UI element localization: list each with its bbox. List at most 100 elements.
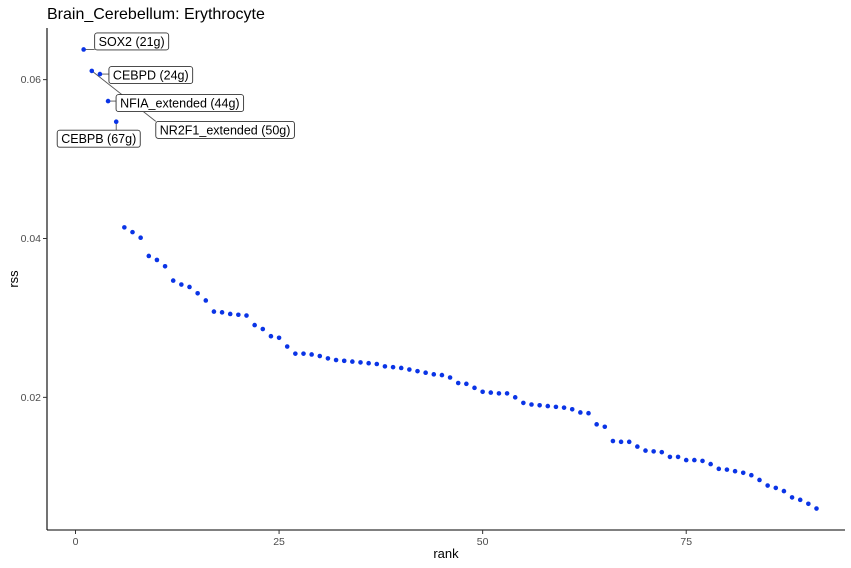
data-point [146,253,152,259]
x-axis-ticks: 0 25 50 75 [73,530,692,548]
annotation-text: CEBPB (67g) [61,132,136,146]
data-point [301,351,306,356]
data-point [480,389,485,395]
data-point [488,390,494,395]
data-point [740,470,746,476]
data-point [602,424,608,430]
annotation-label: SOX2 (21g) [94,32,170,51]
data-point [504,391,510,396]
data-point [284,344,290,349]
data-point [586,410,591,416]
data-point [749,472,754,478]
data-point [789,495,795,500]
data-point [545,403,551,409]
y-tick-label: 0.02 [21,392,42,404]
annotation-box [56,129,141,148]
data-point [154,257,160,263]
data-point [130,229,135,235]
annotation-box [155,120,295,139]
data-point [521,400,526,406]
y-axis-ticks: 0.02 0.04 0.06 [21,74,47,404]
data-point [512,395,518,400]
data-point [439,372,445,378]
data-point [211,309,217,314]
data-point [244,313,249,318]
y-tick-label: 0.04 [21,233,42,245]
annotation-text: NR2F1_extended (50g) [160,123,291,137]
data-point [464,381,469,387]
data-point [700,458,705,464]
data-point [260,326,266,332]
data-point [325,356,331,361]
data-point [732,468,738,474]
data-point [374,361,380,367]
annotation-text: CEBPD (24g) [113,69,189,83]
data-point [415,368,420,374]
data-point [333,357,339,363]
data-point [683,457,689,463]
data-point [89,68,95,74]
data-point [113,119,119,125]
data-point [398,365,404,371]
data-point [350,359,355,364]
data-point [236,312,241,318]
y-axis-label: rss [6,270,21,288]
data-point [806,501,811,507]
data-point [610,438,616,444]
data-point [797,497,803,503]
chart-title: Brain_Cerebellum: Erythrocyte [47,6,265,23]
annotation-label: NR2F1_extended (50g) [155,120,295,139]
data-point [561,405,567,410]
data-point [170,278,176,283]
data-point [618,439,624,445]
data-point [496,391,502,396]
data-point [537,402,542,408]
annotation-label: NFIA_extended (44g) [115,94,245,113]
x-tick-label: 0 [73,536,79,548]
annotation-text: SOX2 (21g) [99,35,165,49]
data-point [187,284,192,290]
data-point [203,298,209,303]
x-tick-label: 25 [273,536,285,548]
annotation-layer: SOX2 (21g) CEBPD (24g) NFIA_extended (44g)… [56,32,295,148]
data-point [447,375,453,380]
data-point [407,367,412,372]
data-point [675,454,681,460]
annotation-label: CEBPD (24g) [108,66,194,85]
data-point [276,335,282,341]
data-point [692,457,697,463]
annotation-box [94,32,170,51]
data-point [643,448,648,453]
data-point [382,364,388,369]
data-point [219,310,225,315]
data-point [97,71,103,77]
data-point [138,235,143,240]
data-point [390,364,396,370]
data-point [268,333,274,339]
data-point [626,439,632,445]
data-point [578,410,583,415]
data-point [529,402,534,407]
data-point [317,353,323,359]
data-point [227,311,233,317]
x-axis-label: rank [433,546,459,561]
data-point [105,98,111,104]
data-point [162,263,168,269]
data-point [781,488,787,494]
data-point [431,372,437,377]
data-point [635,444,640,449]
data-point [553,404,559,410]
data-point [195,290,200,296]
data-point [773,485,779,491]
annotation-label: CEBPB (67g) [56,129,141,148]
data-point [423,370,428,376]
data-point [814,506,819,511]
data-point [366,360,371,366]
data-point [309,352,314,357]
data-point [341,358,347,364]
data-point [757,477,762,483]
annotation-text: NFIA_extended (44g) [120,97,240,111]
data-point [765,483,770,488]
data-point [122,225,127,230]
